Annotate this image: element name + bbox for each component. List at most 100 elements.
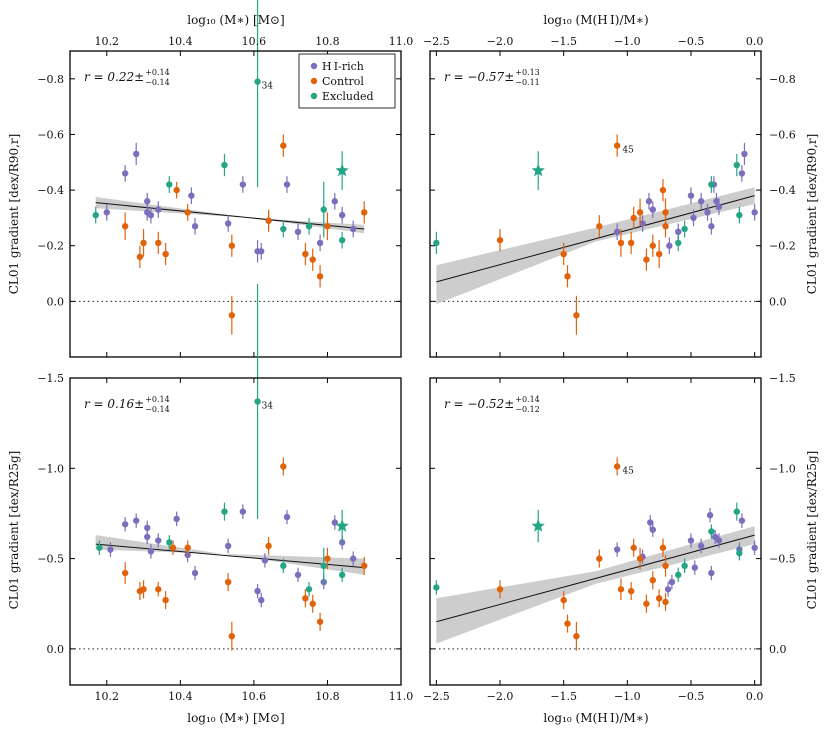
data-point-excluded	[681, 225, 688, 233]
data-point-excluded	[92, 211, 99, 219]
confidence-band	[436, 526, 755, 644]
data-point-control	[280, 142, 287, 149]
data-point-hi-rich	[338, 211, 346, 219]
data-point-control	[596, 223, 603, 230]
data-point-control	[228, 312, 236, 319]
y-label-top-left: CL01 gradient [dex/R90,r]	[7, 134, 21, 295]
y-label-bottom-left: CL01 gradient [dex/R25g]	[7, 451, 21, 610]
data-point-hi-rich	[133, 150, 140, 158]
x-tick-label: 10.4	[168, 690, 193, 703]
data-point-control	[617, 239, 625, 247]
data-point-hi-rich	[647, 519, 654, 526]
data-point-control	[309, 256, 316, 263]
data-point-hi-rich	[668, 578, 676, 586]
x-tick-label: 0.0	[746, 35, 764, 48]
data-point-excluded	[736, 211, 743, 219]
data-point-hi-rich	[675, 228, 682, 236]
data-point-control	[596, 555, 603, 562]
data-point-hi-rich	[191, 569, 199, 577]
data-point-control	[613, 142, 621, 149]
data-point-hi-rich	[715, 203, 723, 210]
correlation-lower-error: −0.11	[515, 78, 540, 87]
data-point-hi-rich	[704, 209, 711, 216]
data-point-hi-rich	[751, 209, 758, 216]
plot-frame	[429, 377, 762, 686]
data-point-excluded	[708, 181, 715, 188]
data-point-hi-rich	[666, 242, 673, 249]
point-annotation: 45	[622, 146, 634, 156]
data-point-hi-rich	[283, 181, 291, 188]
data-point-control	[649, 577, 656, 584]
data-point-hi-rich	[715, 537, 723, 544]
x-tick-label: −2.0	[487, 690, 514, 703]
data-point-control	[316, 618, 324, 625]
panel-top-right: 45 r = −0.57± +0.13−0.11 −2.5 −2.0 −1.5 −1.0 −0…	[423, 35, 796, 358]
data-point-control	[643, 600, 650, 607]
data-point-control	[121, 223, 129, 230]
legend-marker-hi-rich	[310, 62, 318, 70]
data-point-control	[636, 209, 644, 216]
data-point-hi-rich	[738, 517, 746, 524]
plot-frame	[429, 50, 762, 358]
data-point-control	[302, 595, 309, 602]
point-annotation: 34	[262, 82, 274, 92]
data-point-control	[573, 633, 580, 640]
data-point-control	[655, 595, 663, 602]
data-point-hi-rich	[133, 517, 140, 524]
data-point-hi-rich	[738, 170, 746, 177]
legend-label-hi-rich: H I-rich	[322, 60, 364, 73]
data-point-excluded	[675, 571, 682, 579]
correlation-label: r = −0.57±	[444, 70, 514, 84]
x-tick-label: 0.0	[746, 690, 764, 703]
data-point-hi-rich	[144, 198, 151, 205]
data-point-hi-rich	[258, 596, 265, 604]
correlation-upper-error: +0.14	[145, 68, 170, 77]
data-point-hi-rich	[751, 544, 758, 551]
data-point-control	[155, 239, 162, 247]
data-point-excluded	[166, 181, 173, 188]
data-point-hi-rich	[144, 524, 151, 532]
panel-bottom-left: 34 r = 0.16± +0.14−0.14 10.2 10.4 10.6 10.8 11.…	[37, 284, 413, 703]
data-point-control	[265, 217, 272, 224]
data-point-control	[573, 312, 580, 319]
data-point-control	[169, 544, 177, 551]
data-point-control	[184, 209, 191, 216]
data-point-control	[302, 250, 309, 258]
data-point-control	[659, 544, 667, 551]
x-tick-label: 10.4	[168, 35, 193, 48]
data-point-control	[627, 239, 635, 247]
data-point-hi-rich	[664, 586, 672, 593]
x-tick-label: 10.2	[95, 35, 120, 48]
y-tick-label: −0.2	[37, 240, 64, 253]
y-tick-label: −0.8	[37, 73, 64, 86]
data-point-control	[560, 596, 567, 604]
data-point-hi-rich	[649, 526, 656, 533]
data-point-excluded	[166, 539, 173, 546]
data-point-control	[140, 239, 147, 247]
data-point-excluded	[433, 239, 440, 247]
data-point-excluded	[338, 236, 346, 244]
data-point-control	[155, 586, 162, 593]
data-point-hi-rich	[121, 521, 129, 528]
y-tick-label: −1.5	[769, 372, 796, 385]
data-point-hi-rich	[349, 555, 357, 562]
x-tick-label: −0.5	[678, 690, 705, 703]
correlation-label: r = 0.16±	[84, 397, 144, 411]
data-point-control	[140, 586, 147, 593]
data-point-excluded	[320, 206, 327, 213]
data-point-control	[361, 562, 368, 570]
y-tick-label: 0.0	[769, 295, 787, 308]
data-point-excluded	[280, 225, 287, 233]
y-tick-label: −1.0	[769, 462, 796, 475]
data-point-control	[564, 620, 571, 627]
data-point-excluded	[681, 562, 688, 570]
data-point-excluded	[96, 544, 103, 551]
bottom-x-label-mass: log₁₀ (M∗) [M⊙]	[187, 711, 285, 725]
data-point-hi-rich	[649, 206, 656, 213]
data-point-control	[649, 242, 656, 249]
legend: H I-rich Control Excluded	[298, 53, 396, 109]
correlation-upper-error: +0.14	[515, 395, 540, 404]
confidence-band	[95, 197, 365, 234]
data-point-control	[316, 273, 324, 280]
